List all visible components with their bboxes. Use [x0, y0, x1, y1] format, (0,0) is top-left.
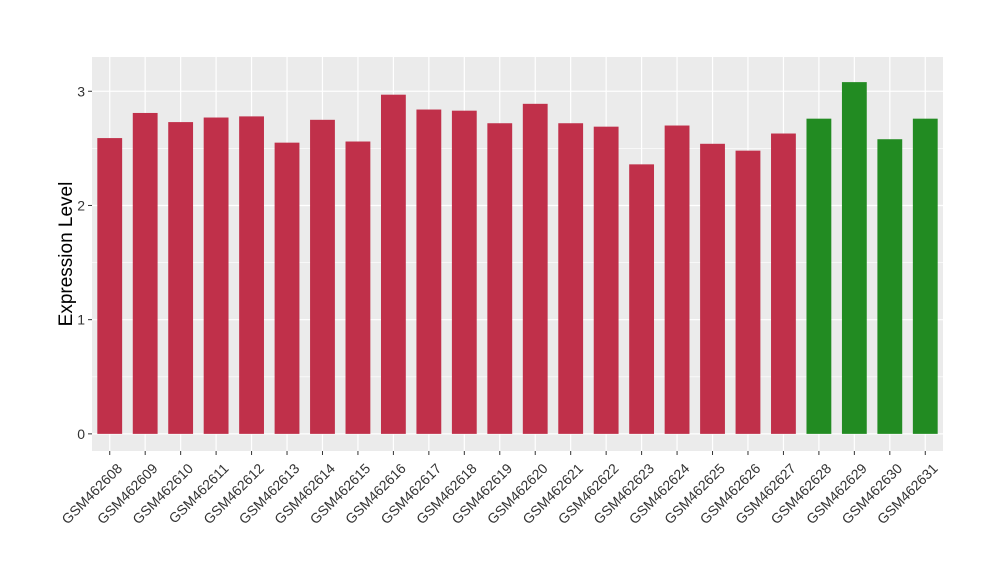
bar-GSM462631 — [912, 118, 938, 434]
bar-GSM462630 — [877, 139, 903, 434]
bar-GSM462625 — [700, 143, 725, 434]
x-axis-ticks: GSM462608GSM462609GSM462610GSM462611GSM4… — [58, 451, 941, 527]
bar-GSM462624 — [664, 125, 690, 434]
bar-GSM462608 — [97, 138, 123, 434]
bar-GSM462611 — [203, 117, 229, 434]
bar-GSM462619 — [487, 123, 513, 434]
bar-GSM462614 — [310, 119, 335, 434]
bar-GSM462612 — [239, 116, 264, 434]
bar-GSM462621 — [558, 123, 584, 434]
bar-GSM462613 — [274, 142, 300, 434]
plot-panel — [92, 57, 943, 451]
y-axis-ticks: 0 1 2 3 — [77, 83, 92, 442]
bar-GSM462615 — [345, 141, 371, 434]
y-tick-label: 3 — [77, 83, 85, 99]
bar-GSM462628 — [806, 118, 832, 434]
bar-GSM462620 — [522, 103, 548, 434]
y-tick-label: 0 — [77, 426, 85, 442]
bar-GSM462623 — [629, 164, 655, 434]
bars — [97, 82, 938, 434]
bar-GSM462629 — [841, 82, 867, 434]
bar-GSM462627 — [771, 133, 796, 434]
bar-GSM462609 — [132, 112, 158, 434]
bar-GSM462610 — [168, 122, 194, 434]
bar-GSM462617 — [416, 109, 442, 434]
bar-GSM462622 — [593, 126, 619, 434]
y-axis-title: Expression Level — [56, 182, 77, 327]
bar-GSM462626 — [735, 150, 761, 434]
bar-GSM462616 — [380, 94, 406, 434]
y-tick-label: 1 — [77, 312, 85, 328]
y-tick-label: 2 — [77, 197, 85, 213]
bar-GSM462618 — [451, 110, 477, 434]
